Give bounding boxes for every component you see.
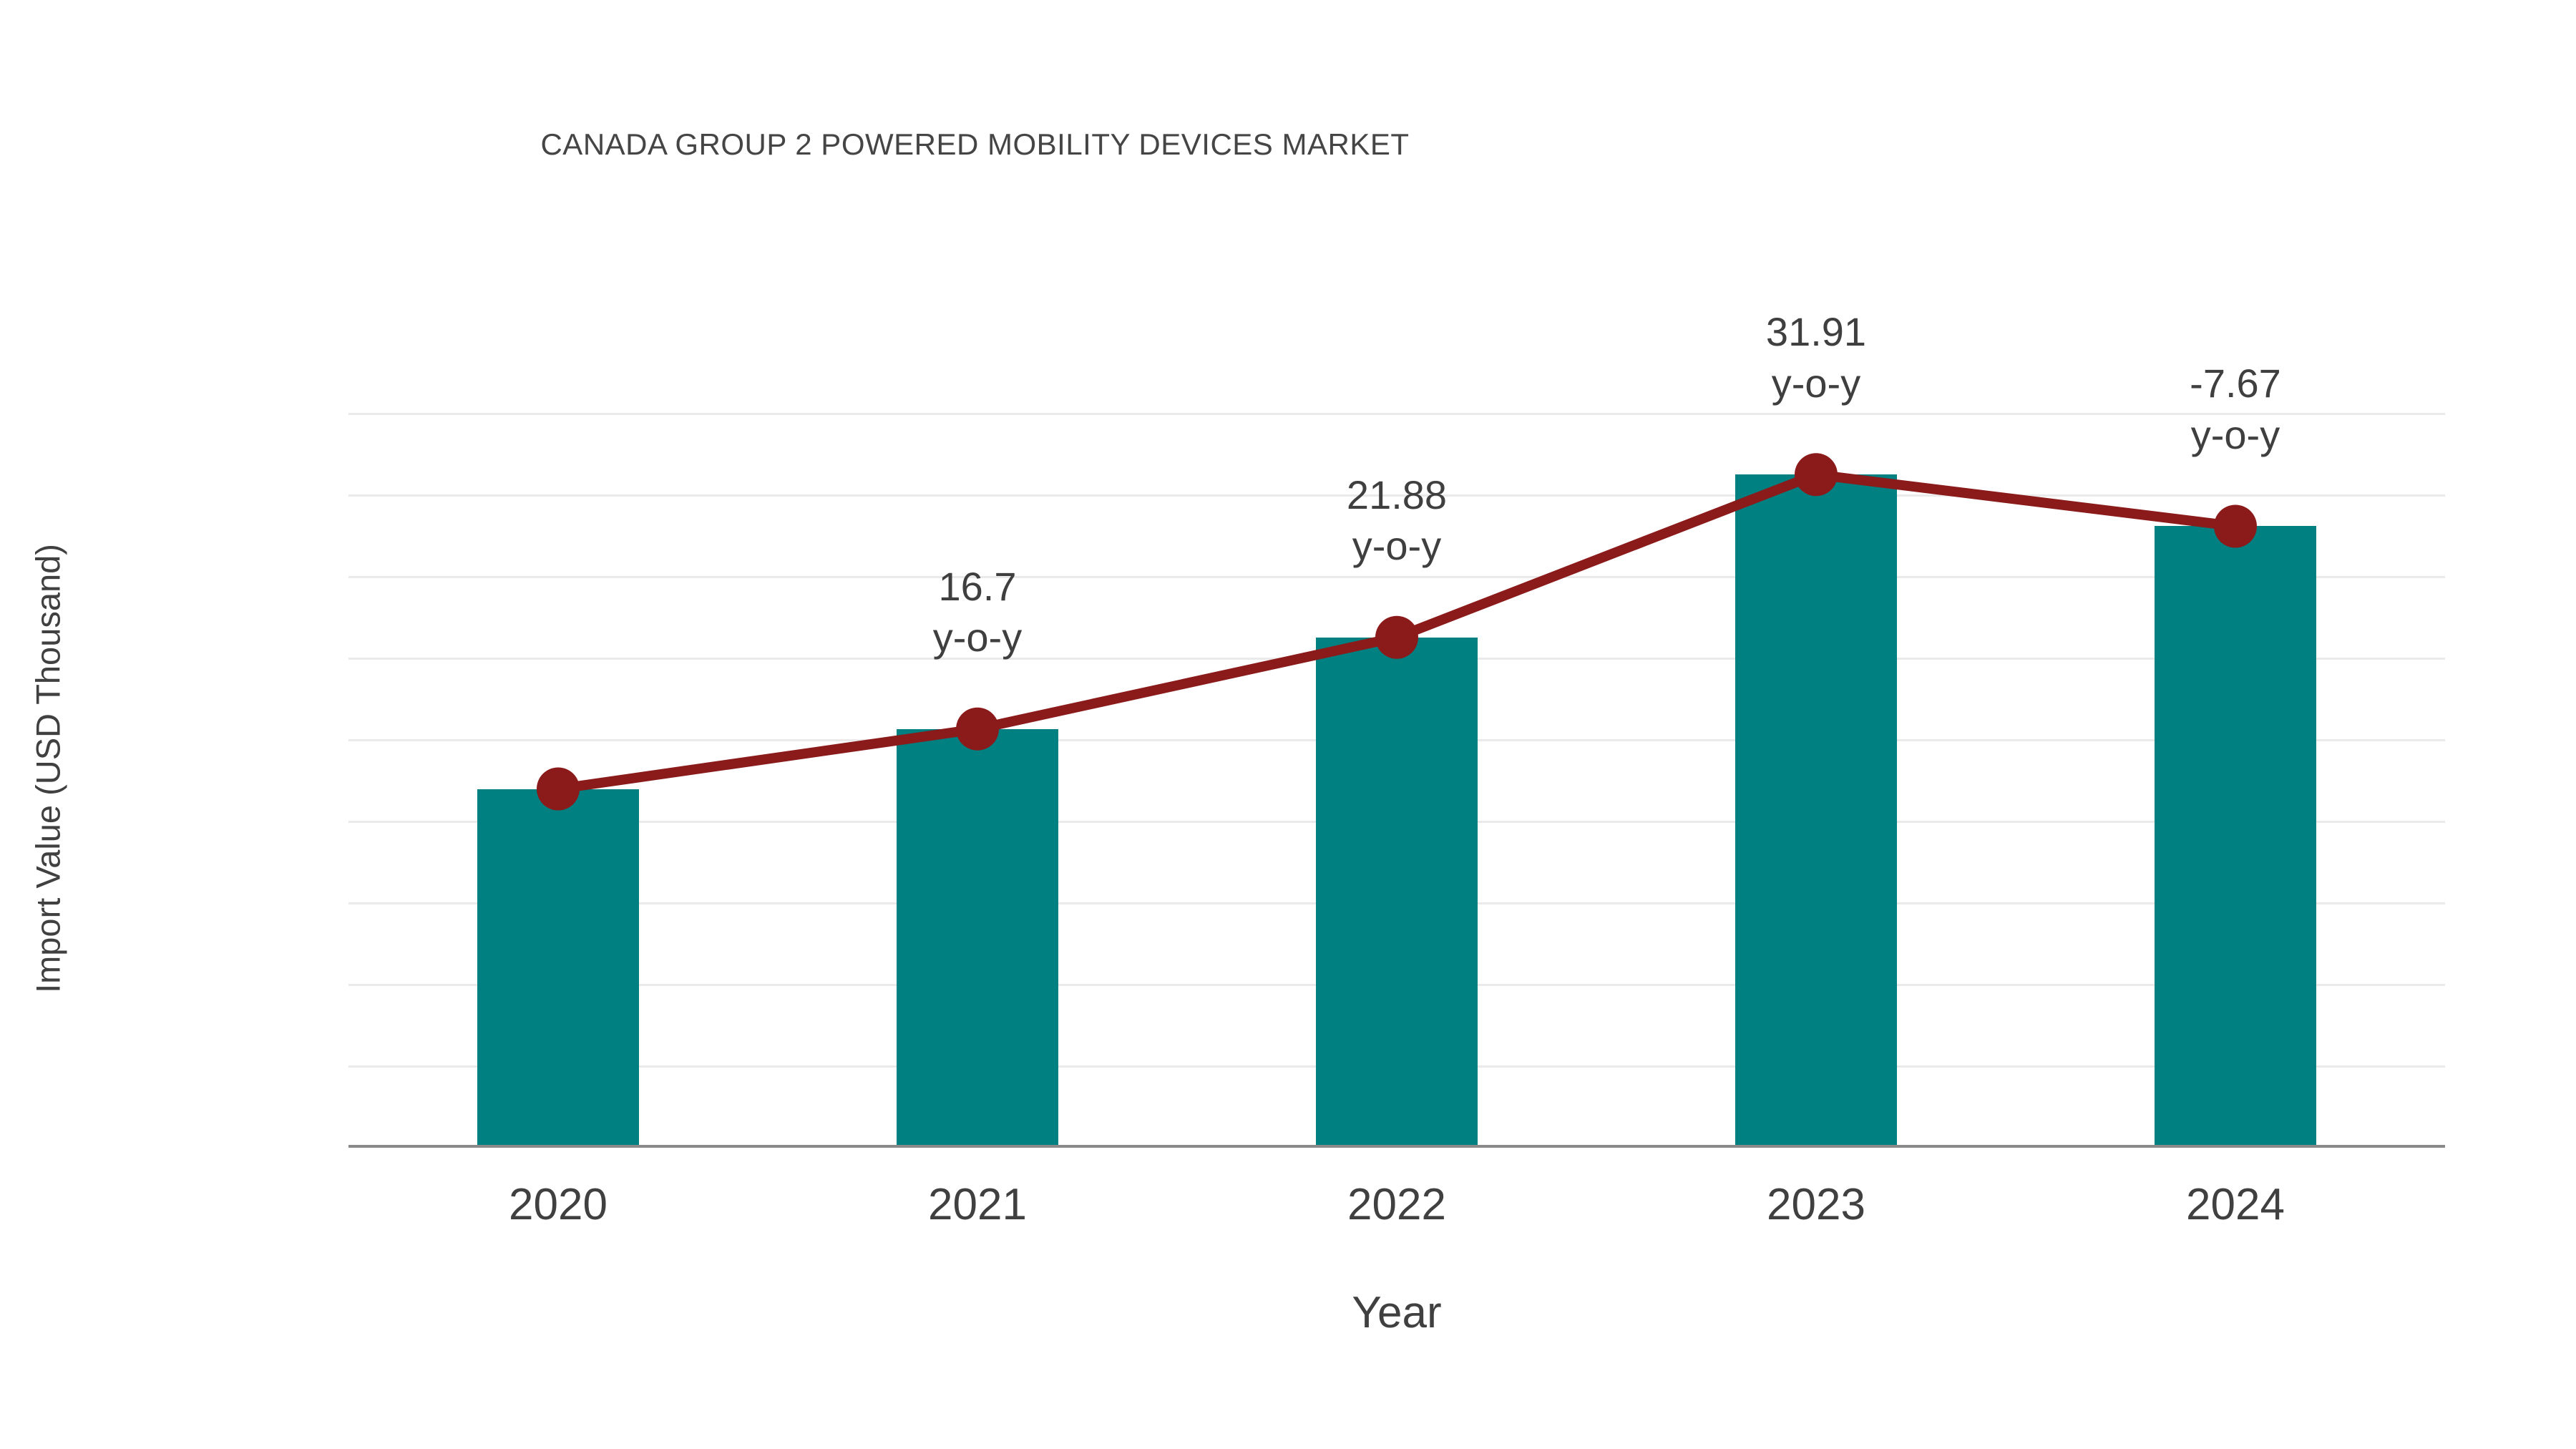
- yoy-annotation: 31.91 y-o-y: [1630, 306, 2002, 409]
- plot-area: 0500010000150002000025000300003500040000…: [29, 309, 2445, 1337]
- gridline: [348, 494, 2445, 497]
- yoy-unit-label: y-o-y: [1352, 523, 1442, 569]
- line-marker[interactable]: [1795, 453, 1838, 497]
- x-axis-tick-label: 2022: [1347, 1180, 1446, 1229]
- bar[interactable]: [477, 789, 639, 1148]
- bar[interactable]: [1735, 474, 1897, 1148]
- yoy-value: 31.91: [1765, 309, 1867, 355]
- y-axis-title: Import Value (USD Thousand): [29, 544, 67, 993]
- x-axis-tick-label: 2020: [509, 1180, 608, 1229]
- line-marker[interactable]: [1375, 615, 1418, 659]
- line-series: [537, 453, 2257, 811]
- yoy-value: 16.7: [938, 563, 1017, 609]
- gridline: [348, 412, 2445, 415]
- x-axis-line: [348, 1145, 2445, 1148]
- yoy-annotation: 16.7 y-o-y: [791, 561, 1163, 663]
- gridline: [348, 575, 2445, 578]
- bar[interactable]: [2155, 526, 2316, 1148]
- yoy-unit-label: y-o-y: [2190, 412, 2280, 458]
- yoy-value: -7.67: [2190, 361, 2281, 406]
- yoy-value: 21.88: [1346, 472, 1448, 517]
- line-marker[interactable]: [2214, 504, 2257, 548]
- yoy-annotation: -7.67 y-o-y: [2049, 358, 2421, 460]
- line-marker[interactable]: [537, 767, 580, 811]
- chart-title: CANADA GROUP 2 POWERED MOBILITY DEVICES …: [540, 127, 1410, 161]
- line-marker[interactable]: [956, 707, 999, 751]
- x-axis-title: Year: [1352, 1288, 1442, 1337]
- bar[interactable]: [1316, 637, 1478, 1148]
- yoy-unit-label: y-o-y: [932, 615, 1023, 660]
- bar[interactable]: [897, 728, 1058, 1148]
- yoy-unit-label: y-o-y: [1771, 360, 1861, 406]
- yoy-annotation: 21.88 y-o-y: [1211, 469, 1583, 572]
- x-axis-tick-label: 2023: [1767, 1180, 1865, 1229]
- x-axis-tick-label: 2024: [2186, 1180, 2285, 1229]
- x-axis-tick-label: 2021: [928, 1180, 1027, 1229]
